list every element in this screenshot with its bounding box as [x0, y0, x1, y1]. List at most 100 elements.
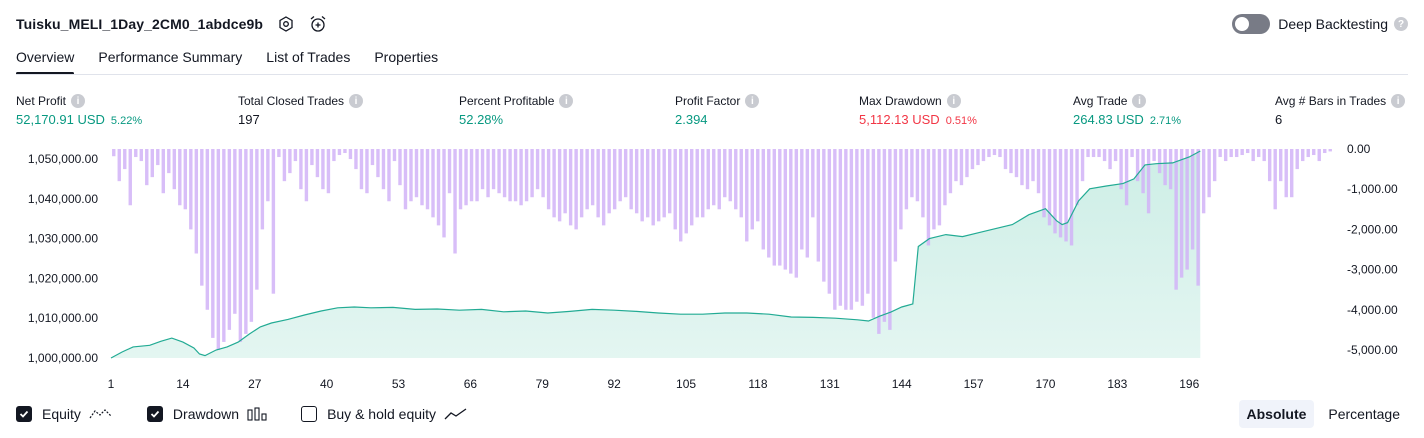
drawdown-bar — [1240, 149, 1244, 156]
info-icon[interactable]: i — [1391, 94, 1406, 108]
drawdown-bar — [365, 149, 369, 194]
legend-buy-hold[interactable]: Buy & hold equity — [301, 406, 468, 422]
info-icon[interactable]: i — [745, 94, 760, 108]
tab-performance-summary[interactable]: Performance Summary — [98, 49, 243, 65]
drawdown-bar — [816, 149, 821, 262]
drawdown-bar — [1301, 149, 1305, 162]
x-tick-label: 27 — [248, 377, 262, 391]
drawdown-checkbox[interactable] — [146, 406, 163, 422]
drawdown-bar — [904, 149, 909, 210]
drawdown-bar — [651, 149, 655, 226]
drawdown-bar — [1130, 149, 1134, 158]
drawdown-bar — [354, 149, 358, 170]
drawdown-bar — [469, 149, 474, 202]
info-icon[interactable]: i — [71, 94, 86, 108]
drawdown-bar — [211, 149, 215, 338]
drawdown-bar — [1207, 149, 1211, 198]
drawdown-bar — [535, 149, 540, 190]
tab-properties[interactable]: Properties — [374, 49, 439, 65]
drawdown-bar — [447, 149, 452, 194]
info-icon[interactable]: i — [349, 94, 364, 108]
drawdown-bar — [761, 149, 765, 250]
drawdown-bar — [805, 149, 810, 258]
tab-list-of-trades[interactable]: List of Trades — [266, 49, 351, 65]
drawdown-bar — [695, 149, 699, 218]
x-tick-label: 53 — [392, 377, 406, 391]
drawdown-bar — [420, 149, 424, 206]
gear-icon[interactable] — [277, 15, 295, 33]
drawdown-bar — [1053, 149, 1057, 234]
alarm-plus-icon[interactable] — [309, 15, 327, 33]
drawdown-bar — [299, 149, 303, 190]
legend-equity[interactable]: Equity — [16, 406, 113, 422]
drawdown-bars-icon — [247, 407, 267, 421]
drawdown-bar — [310, 149, 314, 166]
drawdown-bar — [453, 149, 457, 254]
metric-total-closed-trades: Total Closed Trades i 197 — [238, 92, 364, 127]
right-axis: 0.00 -1,000.00 -2,000.00 -3,000.00 -4,000.00… — [1347, 142, 1398, 357]
legend-drawdown[interactable]: Drawdown — [146, 406, 267, 422]
strategy-header: Tuisku_MELI_1Day_2CM0_1abdce9b — [16, 12, 327, 36]
drawdown-bar — [1075, 149, 1079, 206]
drawdown-bar — [519, 149, 523, 206]
drawdown-bar — [701, 149, 705, 218]
chart-legend: Equity Drawdown Buy & hold equity — [16, 402, 502, 426]
drawdown-bar — [513, 149, 518, 202]
drawdown-bar — [794, 149, 799, 278]
drawdown-bar — [1042, 149, 1046, 218]
buy-hold-line-icon — [444, 407, 468, 421]
drawdown-bar — [706, 149, 710, 210]
drawdown-bar — [541, 149, 545, 198]
drawdown-bar — [959, 149, 964, 186]
drawdown-bar — [508, 149, 512, 202]
drawdown-bars — [112, 149, 1332, 350]
info-icon[interactable]: i — [946, 94, 961, 108]
drawdown-bar — [1279, 149, 1283, 182]
drawdown-bar — [563, 149, 567, 214]
drawdown-bar — [1245, 149, 1250, 154]
equity-area — [111, 151, 1201, 358]
right-tick-label: -3,000.00 — [1347, 263, 1398, 277]
buy-hold-checkbox[interactable] — [301, 406, 318, 422]
drawdown-bar — [552, 149, 556, 218]
metric-value: 5,112.13 USD — [859, 112, 940, 127]
drawdown-bar — [1157, 149, 1162, 174]
x-tick-label: 118 — [748, 377, 767, 391]
left-tick-label: 1,020,000.00 — [28, 271, 98, 285]
drawdown-bar — [376, 149, 380, 178]
info-icon[interactable]: i — [1132, 94, 1147, 108]
drawdown-bar — [1031, 149, 1035, 182]
deep-backtesting-toggle[interactable] — [1232, 14, 1271, 34]
drawdown-bar — [772, 149, 776, 266]
drawdown-bar — [728, 149, 732, 202]
drawdown-bar — [1141, 149, 1145, 194]
drawdown-bar — [139, 149, 143, 162]
drawdown-bar — [1190, 149, 1195, 250]
drawdown-bar — [1218, 149, 1222, 158]
drawdown-bar — [200, 149, 204, 286]
drawdown-bar — [998, 149, 1002, 158]
drawdown-bar — [260, 149, 265, 230]
left-tick-label: 1,010,000.00 — [28, 311, 98, 325]
percentage-button[interactable]: Percentage — [1328, 406, 1400, 422]
absolute-button[interactable]: Absolute — [1238, 400, 1315, 428]
drawdown-bar — [662, 149, 666, 218]
drawdown-bar — [915, 149, 920, 202]
drawdown-bar — [1080, 149, 1085, 182]
left-tick-label: 1,040,000.00 — [28, 192, 98, 206]
equity-checkbox[interactable] — [16, 406, 32, 422]
scale-mode-switch: Absolute Percentage — [1233, 400, 1409, 428]
x-tick-label: 196 — [1179, 377, 1199, 391]
drawdown-bar — [475, 149, 479, 202]
tab-overview[interactable]: Overview — [16, 44, 75, 75]
drawdown-bar — [800, 149, 804, 250]
drawdown-bar — [1091, 149, 1096, 158]
info-icon[interactable]: i — [559, 94, 574, 108]
drawdown-bar — [954, 149, 958, 182]
help-icon[interactable]: ? — [1394, 17, 1408, 31]
drawdown-bar — [1196, 149, 1200, 286]
drawdown-bar — [398, 149, 402, 186]
drawdown-bar — [436, 149, 441, 226]
equity-drawdown-chart[interactable]: 1,000,000.00 1,010,000.00 1,020,000.00 1,03… — [0, 140, 1424, 396]
drawdown-bar — [1135, 149, 1140, 182]
